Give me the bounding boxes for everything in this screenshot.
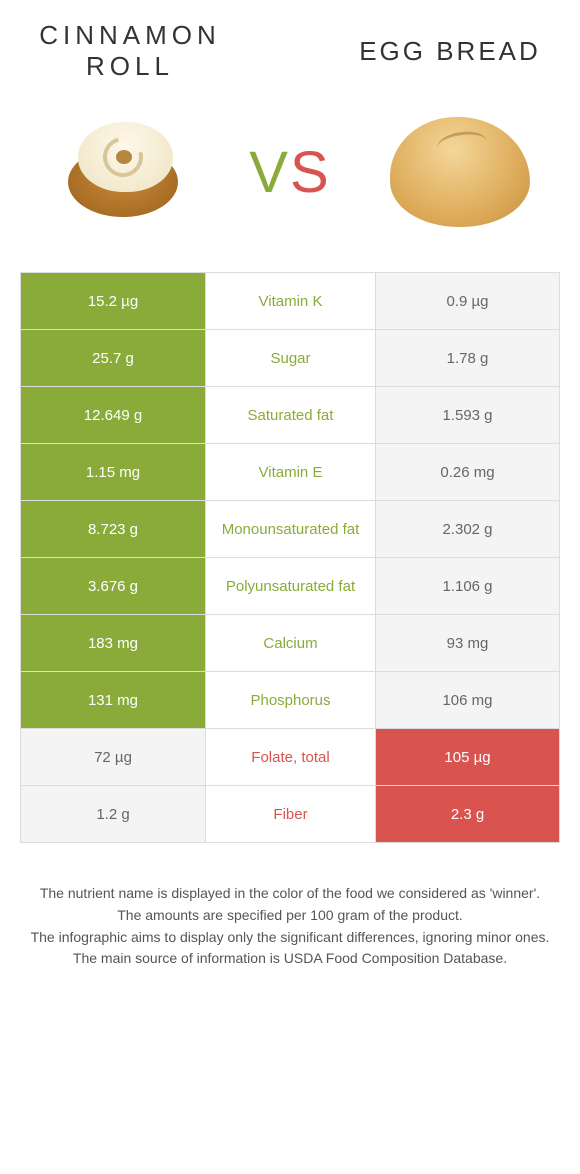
right-value: 2.3 g (375, 786, 560, 842)
nutrient-label: Monounsaturated fat (205, 501, 375, 557)
footnote-line: The main source of information is USDA F… (30, 948, 550, 970)
comparison-table: 15.2 µgVitamin K0.9 µg25.7 gSugar1.78 g1… (20, 272, 560, 843)
footnote-line: The amounts are specified per 100 gram o… (30, 905, 550, 927)
table-row: 183 mgCalcium93 mg (20, 615, 560, 672)
images-row: VS (0, 92, 580, 272)
table-row: 1.15 mgVitamin E0.26 mg (20, 444, 560, 501)
vs-v: V (249, 139, 290, 206)
table-row: 12.649 gSaturated fat1.593 g (20, 387, 560, 444)
cinnamon-roll-image (43, 102, 203, 242)
right-value: 93 mg (375, 615, 560, 671)
table-row: 72 µgFolate, total105 µg (20, 729, 560, 786)
left-value: 25.7 g (20, 330, 205, 386)
nutrient-label: Vitamin K (205, 273, 375, 329)
footnote-line: The nutrient name is displayed in the co… (30, 883, 550, 905)
title-left: CINNAMON ROLL (30, 20, 230, 82)
nutrient-label: Vitamin E (205, 444, 375, 500)
table-row: 8.723 gMonounsaturated fat2.302 g (20, 501, 560, 558)
nutrient-label: Fiber (205, 786, 375, 842)
nutrient-label: Sugar (205, 330, 375, 386)
nutrient-label: Folate, total (205, 729, 375, 785)
egg-bread-image (377, 102, 537, 242)
right-value: 2.302 g (375, 501, 560, 557)
nutrient-label: Calcium (205, 615, 375, 671)
title-right: EGG BREAD (350, 36, 550, 67)
table-row: 1.2 gFiber2.3 g (20, 786, 560, 843)
table-row: 15.2 µgVitamin K0.9 µg (20, 273, 560, 330)
table-row: 3.676 gPolyunsaturated fat1.106 g (20, 558, 560, 615)
left-value: 1.2 g (20, 786, 205, 842)
left-value: 12.649 g (20, 387, 205, 443)
nutrient-label: Saturated fat (205, 387, 375, 443)
nutrient-label: Polyunsaturated fat (205, 558, 375, 614)
right-value: 0.9 µg (375, 273, 560, 329)
vs-label: VS (249, 139, 330, 206)
right-value: 1.593 g (375, 387, 560, 443)
right-value: 0.26 mg (375, 444, 560, 500)
table-row: 131 mgPhosphorus106 mg (20, 672, 560, 729)
table-row: 25.7 gSugar1.78 g (20, 330, 560, 387)
right-value: 1.78 g (375, 330, 560, 386)
left-value: 3.676 g (20, 558, 205, 614)
footnotes: The nutrient name is displayed in the co… (0, 843, 580, 990)
footnote-line: The infographic aims to display only the… (30, 927, 550, 949)
left-value: 1.15 mg (20, 444, 205, 500)
vs-s: S (290, 139, 331, 206)
nutrient-label: Phosphorus (205, 672, 375, 728)
left-value: 131 mg (20, 672, 205, 728)
right-value: 106 mg (375, 672, 560, 728)
left-value: 15.2 µg (20, 273, 205, 329)
left-value: 183 mg (20, 615, 205, 671)
header: CINNAMON ROLL EGG BREAD (0, 0, 580, 92)
right-value: 1.106 g (375, 558, 560, 614)
left-value: 72 µg (20, 729, 205, 785)
right-value: 105 µg (375, 729, 560, 785)
left-value: 8.723 g (20, 501, 205, 557)
